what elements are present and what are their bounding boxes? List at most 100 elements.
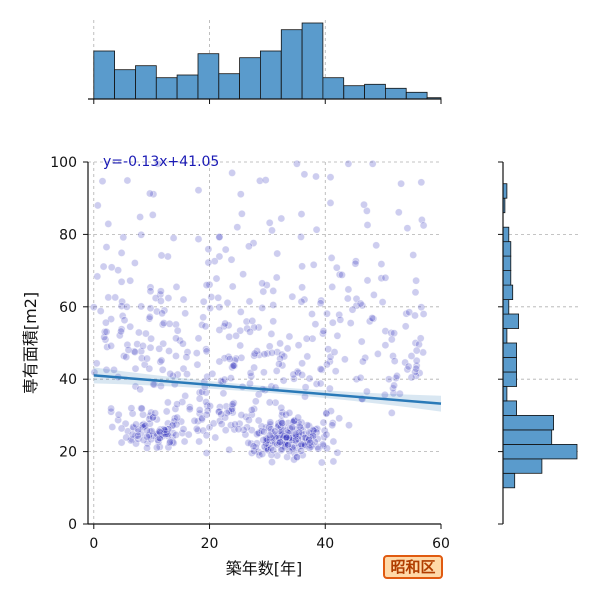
scatter-point bbox=[146, 283, 155, 292]
right-histogram-bar bbox=[502, 429, 553, 445]
scatter-point bbox=[217, 410, 225, 419]
scatter-point bbox=[244, 242, 253, 251]
scatter-point bbox=[117, 438, 126, 447]
scatter-point bbox=[117, 424, 126, 433]
scatter-point bbox=[184, 430, 193, 439]
scatter-point bbox=[114, 266, 122, 275]
scatter-point bbox=[172, 320, 180, 329]
scatter-point bbox=[250, 404, 258, 413]
ward-label: 昭和区 bbox=[383, 555, 443, 579]
scatter-point bbox=[166, 437, 175, 446]
scatter-point bbox=[163, 252, 172, 261]
scatter-point bbox=[323, 444, 331, 453]
scatter-point bbox=[270, 427, 279, 436]
scatter-point bbox=[172, 282, 181, 291]
scatter-point bbox=[165, 319, 174, 328]
scatter-point bbox=[292, 159, 301, 168]
scatter-point bbox=[319, 327, 328, 335]
scatter-point bbox=[348, 305, 357, 314]
scatter-point bbox=[417, 178, 426, 187]
scatter-point bbox=[210, 257, 219, 266]
scatter-point bbox=[221, 245, 230, 254]
scatter-point bbox=[236, 326, 245, 335]
scatter-point bbox=[328, 318, 337, 327]
scatter-point bbox=[335, 414, 344, 423]
scatter-point bbox=[271, 398, 280, 407]
scatter-point bbox=[351, 259, 360, 268]
scatter-point bbox=[267, 450, 276, 459]
scatter-point bbox=[314, 444, 323, 453]
scatter-point bbox=[192, 424, 201, 433]
scatter-point bbox=[123, 176, 132, 185]
scatter-point bbox=[302, 334, 311, 343]
scatter-point bbox=[329, 457, 338, 466]
scatter-point bbox=[300, 170, 309, 179]
scatter-point bbox=[117, 277, 126, 286]
scatter-point bbox=[226, 421, 235, 430]
scatter-point bbox=[326, 198, 335, 207]
scatter-point bbox=[137, 230, 146, 239]
scatter-point bbox=[268, 458, 276, 466]
scatter-point bbox=[215, 326, 224, 334]
scatter-point bbox=[176, 336, 184, 345]
right-histogram-bar bbox=[502, 299, 510, 315]
scatter-point bbox=[172, 334, 180, 343]
scatter-point bbox=[259, 427, 268, 436]
scatter-point bbox=[159, 339, 168, 348]
scatter-point bbox=[265, 218, 274, 227]
scatter-point bbox=[223, 298, 232, 307]
scatter-point bbox=[126, 276, 135, 285]
scatter-point bbox=[277, 214, 286, 223]
scatter-point bbox=[258, 279, 267, 288]
top-histogram-bar bbox=[280, 29, 303, 100]
scatter-point bbox=[254, 323, 263, 332]
scatter-point bbox=[245, 297, 254, 306]
scatter-point bbox=[229, 361, 238, 370]
scatter-point bbox=[171, 404, 180, 413]
scatter-point bbox=[289, 370, 298, 379]
scatter-point bbox=[148, 210, 157, 219]
scatter-point bbox=[215, 357, 224, 366]
scatter-point bbox=[259, 368, 268, 377]
scatter-point bbox=[297, 446, 305, 455]
scatter-point bbox=[225, 445, 234, 454]
scatter-point bbox=[244, 416, 253, 424]
scatter-point bbox=[117, 327, 125, 336]
scatter-point bbox=[327, 253, 336, 262]
scatter-point bbox=[131, 364, 140, 373]
scatter-point bbox=[262, 281, 271, 289]
scatter-point bbox=[267, 329, 276, 338]
scatter-point bbox=[360, 200, 368, 209]
scatter-point bbox=[107, 341, 115, 350]
scatter-point bbox=[343, 294, 352, 303]
scatter-point bbox=[169, 234, 178, 242]
scatter-point bbox=[298, 359, 306, 368]
right-histogram-bar bbox=[502, 371, 518, 387]
scatter-point bbox=[215, 232, 224, 241]
scatter-point bbox=[273, 451, 282, 460]
top-histogram-bar bbox=[114, 69, 136, 100]
scatter-point bbox=[100, 327, 109, 336]
top-histogram-bar bbox=[197, 53, 220, 100]
scatter-point bbox=[149, 413, 158, 422]
scatter-point bbox=[291, 432, 300, 441]
scatter-point bbox=[206, 304, 214, 313]
scatter-point bbox=[373, 349, 382, 358]
scatter-point bbox=[288, 423, 297, 432]
scatter-point bbox=[297, 232, 305, 241]
scatter-point bbox=[369, 290, 378, 299]
scatter-point bbox=[161, 430, 170, 439]
scatter-point bbox=[143, 354, 151, 363]
scatter-point bbox=[179, 364, 188, 373]
scatter-point bbox=[227, 255, 236, 264]
scatter-point bbox=[311, 320, 320, 329]
scatter-point bbox=[118, 311, 127, 320]
scatter-point bbox=[259, 287, 268, 296]
scatter-point bbox=[120, 316, 129, 325]
scatter-point bbox=[164, 294, 173, 302]
y-tick-label: 80 bbox=[59, 227, 77, 243]
scatter-point bbox=[133, 340, 142, 348]
right-histogram-bar bbox=[502, 255, 512, 272]
scatter-point bbox=[163, 419, 172, 428]
scatter-point bbox=[221, 319, 229, 328]
